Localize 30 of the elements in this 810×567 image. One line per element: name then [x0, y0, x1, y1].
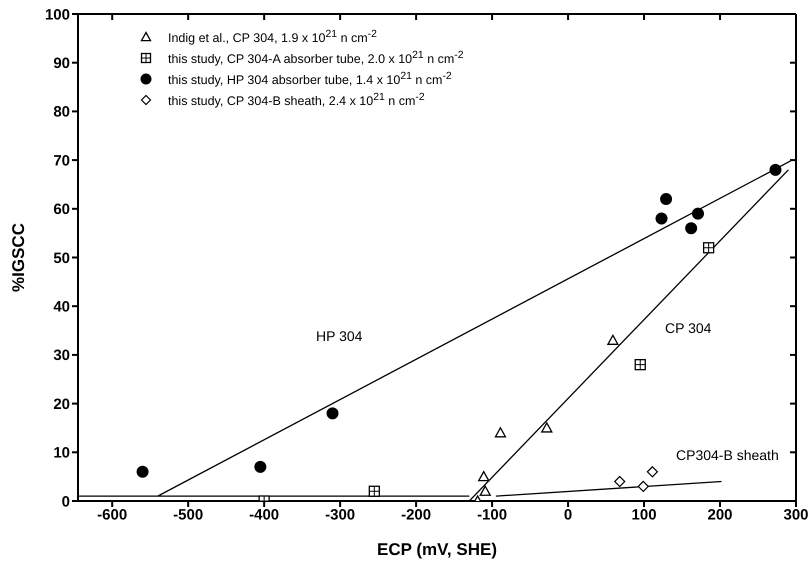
legend-label: Indig et al., CP 304, 1.9 x 10$^{21}$ n cm$^{-2}$ [168, 28, 377, 48]
annotation: CP 304 [665, 320, 712, 336]
legend-label: this study, CP 304-A absorber tube, 2.0 x 10$^{21}$ n cm$^{-2}$ [168, 49, 464, 68]
x-tick-label: -200 [401, 506, 432, 524]
x-tick-label: 100 [632, 506, 657, 524]
legend-label: this study, HP 304 absorber tube, 1.4 x 10$^{21}$ n cm$^{-2}$ [168, 70, 452, 90]
y-tick-label: 50 [53, 250, 70, 267]
x-tick-label: -300 [325, 506, 356, 524]
y-axis-title: %IGSCC [9, 223, 28, 292]
x-tick-label: 300 [783, 506, 809, 524]
y-tick-label: 60 [53, 201, 70, 218]
y-tick-label: 80 [53, 104, 70, 121]
x-tick-label: -600 [97, 506, 128, 524]
x-tick-label: -400 [249, 506, 280, 524]
x-tick-label: 200 [708, 506, 733, 524]
x-axis-title: ECP (mV, SHE) [377, 540, 497, 559]
annotation: CP304-B sheath [676, 447, 779, 463]
y-tick-label: 40 [53, 298, 70, 316]
y-tick-label: 20 [53, 396, 70, 413]
x-tick-label: -100 [477, 506, 508, 524]
x-tick-label: -500 [173, 506, 204, 524]
y-tick-label: 100 [44, 6, 70, 24]
y-tick-label: 30 [53, 347, 70, 364]
y-tick-label: 70 [53, 152, 70, 170]
y-tick-label: 0 [62, 493, 70, 510]
y-tick-label: 90 [53, 55, 70, 72]
annotation: HP 304 [316, 328, 362, 344]
x-tick-label: 0 [564, 506, 572, 524]
legend-label: this study, CP 304-B sheath, 2.4 x 10$^{21}$ n cm$^{-2}$ [168, 91, 425, 111]
y-tick-label: 10 [53, 444, 70, 462]
